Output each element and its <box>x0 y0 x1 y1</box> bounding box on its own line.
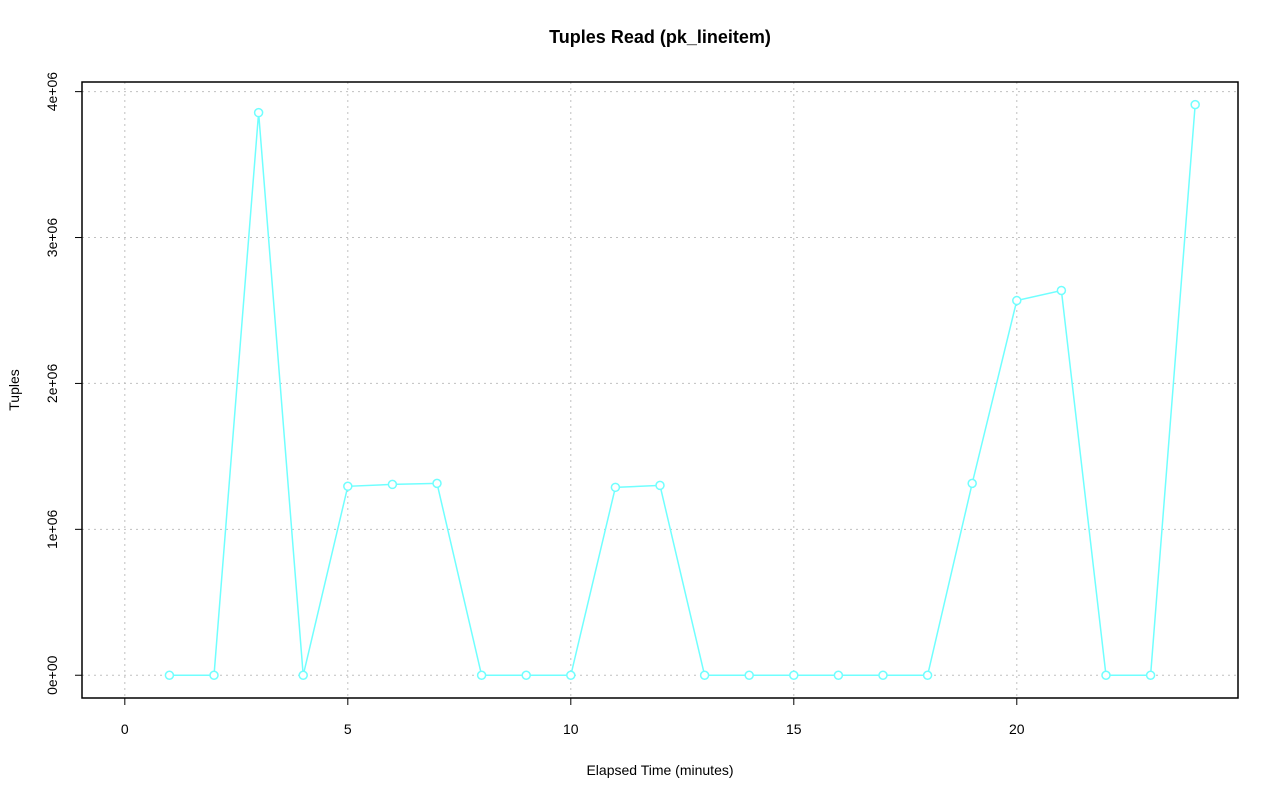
data-point <box>343 481 353 492</box>
data-point <box>432 478 442 489</box>
data-point <box>1101 670 1111 680</box>
data-point <box>699 670 710 680</box>
data-point <box>387 479 398 490</box>
x-tick-label: 0 <box>121 721 129 737</box>
x-tick-label: 5 <box>344 721 352 737</box>
data-point <box>610 482 621 493</box>
y-tick-label: 2e+06 <box>44 364 60 404</box>
data-point <box>922 670 933 680</box>
y-tick-label: 4e+06 <box>44 72 60 112</box>
x-axis-label: Elapsed Time (minutes) <box>586 762 733 778</box>
data-point <box>253 107 264 118</box>
data-point <box>164 670 175 680</box>
data-point <box>298 670 308 680</box>
x-tick-label: 15 <box>786 721 802 737</box>
data-point <box>789 670 799 680</box>
y-tick-label: 3e+06 <box>44 218 60 258</box>
chart-title: Tuples Read (pk_lineitem) <box>549 27 771 47</box>
data-point <box>521 670 531 680</box>
data-point <box>833 670 844 680</box>
y-axis-label: Tuples <box>6 369 22 411</box>
plot-frame <box>81 81 1239 699</box>
data-point <box>476 670 487 680</box>
y-tick-label: 1e+06 <box>44 509 60 549</box>
data-point <box>566 670 576 680</box>
data-point <box>878 670 888 680</box>
data-point <box>1056 285 1067 296</box>
data-point <box>1145 670 1156 680</box>
data-point <box>744 670 754 680</box>
x-tick-label: 20 <box>1009 721 1025 737</box>
data-point <box>209 670 219 680</box>
x-tick-label: 10 <box>563 721 579 737</box>
data-point <box>655 480 665 491</box>
data-line <box>169 104 1196 676</box>
data-point <box>967 478 977 489</box>
data-point <box>1012 295 1022 306</box>
y-tick-label: 0e+00 <box>44 655 60 695</box>
data-point <box>1190 99 1200 110</box>
